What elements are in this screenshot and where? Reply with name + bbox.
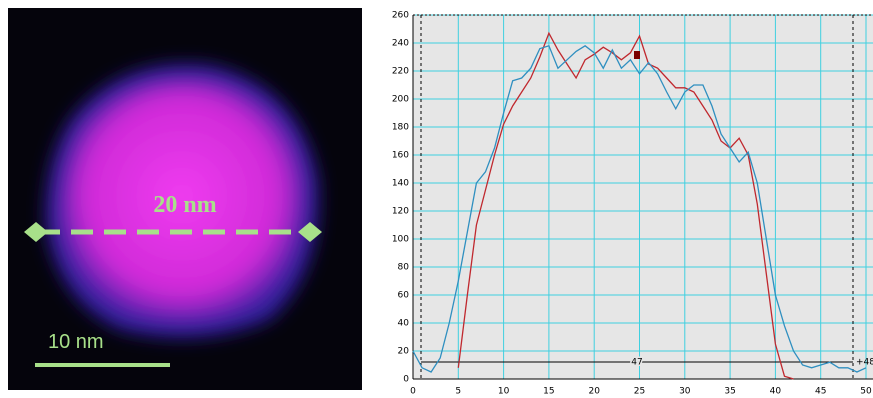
y-tick-label: 200 (392, 95, 409, 105)
arrow-head (24, 222, 48, 242)
y-tick-label: 0 (403, 375, 409, 385)
y-tick-label: 20 (398, 347, 410, 357)
profile-line (457, 31, 794, 380)
x-tick-label: 30 (679, 387, 691, 397)
y-tick-label: 80 (398, 263, 410, 273)
profile-chart: 0 20 40 60 80 100 120 140 160 180 200 220 240 260 0 5 10… (392, 11, 873, 397)
x-tick-label: 40 (770, 387, 782, 397)
y-tick-label: 60 (398, 291, 410, 301)
particle (58, 77, 306, 325)
x-tick-label: 15 (543, 387, 554, 397)
y-tick-label: 180 (392, 123, 409, 133)
micrograph: 20 nm 10 nm (8, 8, 362, 390)
arrow-head (298, 222, 322, 242)
y-tick-label: 100 (392, 235, 409, 245)
x-tick-label: 0 (410, 387, 416, 397)
x-tick-label: 45 (815, 387, 826, 397)
plot-background (413, 15, 873, 379)
scale-label: 10 nm (48, 331, 104, 353)
y-tick-label: 40 (398, 319, 410, 329)
x-tick-label: 35 (724, 387, 735, 397)
profile-line (412, 45, 867, 373)
y-tick-label: 120 (392, 207, 409, 217)
x-tick-label: 5 (455, 387, 461, 397)
span-label: 47 (631, 358, 642, 368)
y-tick-label: 220 (392, 67, 409, 77)
y-tick-label: 260 (392, 11, 409, 21)
cursor-label: +48 (856, 358, 873, 368)
y-tick-label: 240 (392, 39, 409, 49)
y-tick-label: 160 (392, 151, 409, 161)
x-tick-label: 50 (860, 387, 872, 397)
x-tick-label: 20 (588, 387, 600, 397)
x-tick-label: 25 (634, 387, 645, 397)
measure-label: 20 nm (153, 192, 216, 218)
y-tick-label: 140 (392, 179, 409, 189)
x-tick-label: 10 (498, 387, 510, 397)
cursor-marker (634, 51, 640, 59)
